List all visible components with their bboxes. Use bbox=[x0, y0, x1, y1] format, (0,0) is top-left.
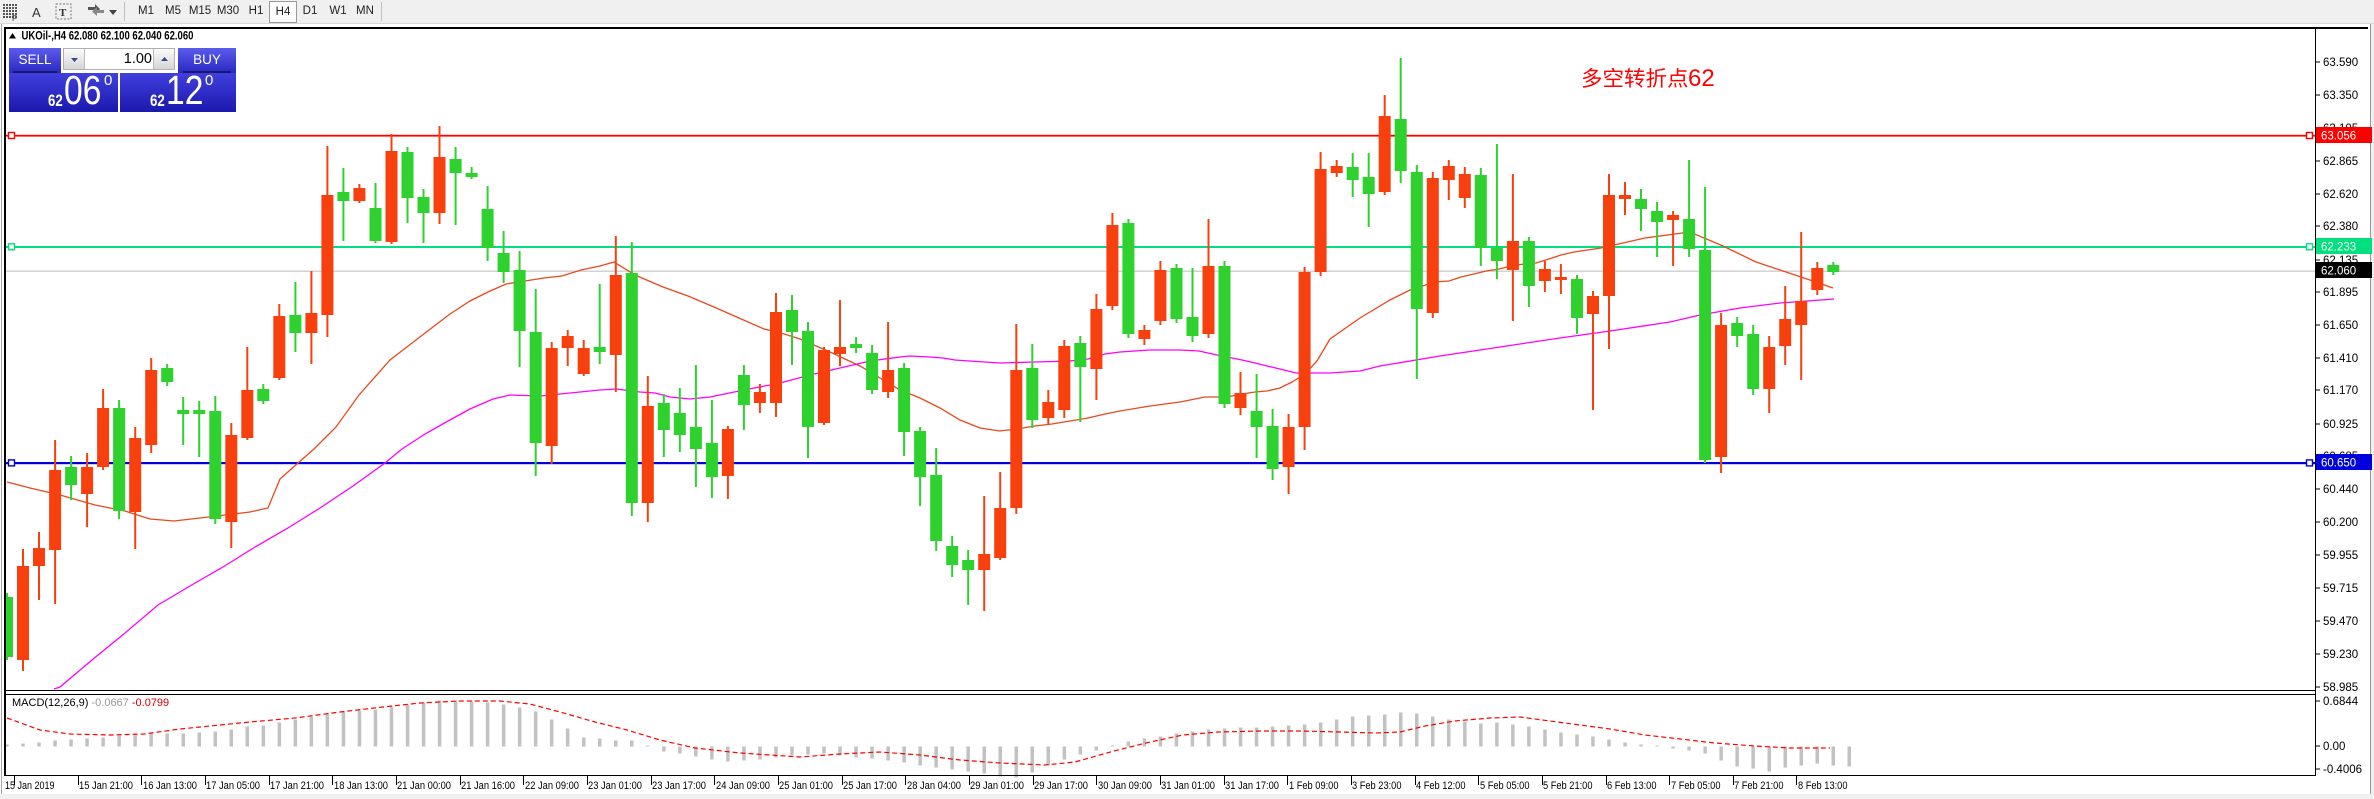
svg-text:60.440: 60.440 bbox=[2323, 484, 2358, 496]
svg-text:7 Feb 21:00: 7 Feb 21:00 bbox=[1734, 780, 1784, 792]
svg-text:UKOil-,H4 62.080 62.100 62.04: UKOil-,H4 62.080 62.100 62.040 62.060 bbox=[22, 31, 194, 43]
svg-text:62.380: 62.380 bbox=[2323, 221, 2358, 233]
svg-text:59.230: 59.230 bbox=[2323, 649, 2358, 661]
svg-text:62.865: 62.865 bbox=[2323, 156, 2358, 168]
svg-text:0.6844: 0.6844 bbox=[2323, 696, 2359, 708]
svg-text:5 Feb 05:00: 5 Feb 05:00 bbox=[1480, 780, 1530, 792]
svg-text:6 Feb 13:00: 6 Feb 13:00 bbox=[1607, 780, 1657, 792]
svg-text:A: A bbox=[32, 5, 41, 20]
svg-text:62.060: 62.060 bbox=[2321, 266, 2356, 278]
svg-text:58.985: 58.985 bbox=[2323, 682, 2358, 694]
svg-text:29 Jan 01:00: 29 Jan 01:00 bbox=[970, 780, 1024, 792]
svg-text:23 Jan 17:00: 23 Jan 17:00 bbox=[652, 780, 706, 792]
svg-text:62.233: 62.233 bbox=[2321, 242, 2356, 254]
svg-text:16 Jan 13:00: 16 Jan 13:00 bbox=[143, 780, 197, 792]
svg-text:25 Jan 01:00: 25 Jan 01:00 bbox=[779, 780, 833, 792]
svg-text:F: F bbox=[12, 14, 17, 23]
svg-text:8 Feb 13:00: 8 Feb 13:00 bbox=[1798, 780, 1848, 792]
svg-text:63.590: 63.590 bbox=[2323, 57, 2358, 69]
svg-text:-0.4006: -0.4006 bbox=[2323, 764, 2362, 776]
svg-text:T: T bbox=[59, 7, 67, 19]
svg-text:1 Feb 09:00: 1 Feb 09:00 bbox=[1289, 780, 1339, 792]
svg-text:25 Jan 17:00: 25 Jan 17:00 bbox=[843, 780, 897, 792]
svg-text:28 Jan 04:00: 28 Jan 04:00 bbox=[907, 780, 961, 792]
svg-text:59.715: 59.715 bbox=[2323, 583, 2358, 595]
svg-text:31 Jan 17:00: 31 Jan 17:00 bbox=[1225, 780, 1279, 792]
svg-text:62: 62 bbox=[1688, 65, 1715, 92]
svg-text:15 Jan 2019: 15 Jan 2019 bbox=[5, 780, 55, 792]
svg-text:0.00: 0.00 bbox=[2323, 741, 2345, 753]
svg-text:4 Feb 12:00: 4 Feb 12:00 bbox=[1416, 780, 1466, 792]
svg-text:17 Jan 21:00: 17 Jan 21:00 bbox=[270, 780, 324, 792]
svg-text:3 Feb 23:00: 3 Feb 23:00 bbox=[1352, 780, 1402, 792]
svg-text:59.470: 59.470 bbox=[2323, 616, 2358, 628]
svg-text:7 Feb 05:00: 7 Feb 05:00 bbox=[1671, 780, 1721, 792]
svg-text:61.895: 61.895 bbox=[2323, 287, 2358, 299]
svg-text:17 Jan 05:00: 17 Jan 05:00 bbox=[206, 780, 260, 792]
svg-text:60.200: 60.200 bbox=[2323, 517, 2358, 529]
svg-text:31 Jan 01:00: 31 Jan 01:00 bbox=[1161, 780, 1215, 792]
svg-text:29 Jan 17:00: 29 Jan 17:00 bbox=[1034, 780, 1088, 792]
svg-text:21 Jan 16:00: 21 Jan 16:00 bbox=[461, 780, 515, 792]
svg-text:61.650: 61.650 bbox=[2323, 320, 2358, 332]
svg-text:61.410: 61.410 bbox=[2323, 353, 2358, 365]
svg-text:5 Feb 21:00: 5 Feb 21:00 bbox=[1543, 780, 1593, 792]
svg-text:60.650: 60.650 bbox=[2321, 458, 2356, 470]
svg-text:24 Jan 09:00: 24 Jan 09:00 bbox=[716, 780, 770, 792]
svg-text:61.170: 61.170 bbox=[2323, 385, 2358, 397]
svg-text:63.350: 63.350 bbox=[2323, 90, 2358, 102]
svg-text:15 Jan 21:00: 15 Jan 21:00 bbox=[79, 780, 133, 792]
svg-text:30 Jan 09:00: 30 Jan 09:00 bbox=[1098, 780, 1152, 792]
svg-text:18 Jan 13:00: 18 Jan 13:00 bbox=[334, 780, 388, 792]
svg-text:63.056: 63.056 bbox=[2321, 131, 2356, 143]
svg-text:21 Jan 00:00: 21 Jan 00:00 bbox=[397, 780, 451, 792]
svg-text:62.620: 62.620 bbox=[2323, 189, 2358, 201]
svg-text:59.955: 59.955 bbox=[2323, 550, 2358, 562]
svg-text:MACD(12,26,9) -0.0667 -0.0799: MACD(12,26,9) -0.0667 -0.0799 bbox=[12, 697, 169, 709]
svg-text:60.925: 60.925 bbox=[2323, 419, 2358, 431]
svg-text:23 Jan 01:00: 23 Jan 01:00 bbox=[588, 780, 642, 792]
svg-text:22 Jan 09:00: 22 Jan 09:00 bbox=[525, 780, 579, 792]
